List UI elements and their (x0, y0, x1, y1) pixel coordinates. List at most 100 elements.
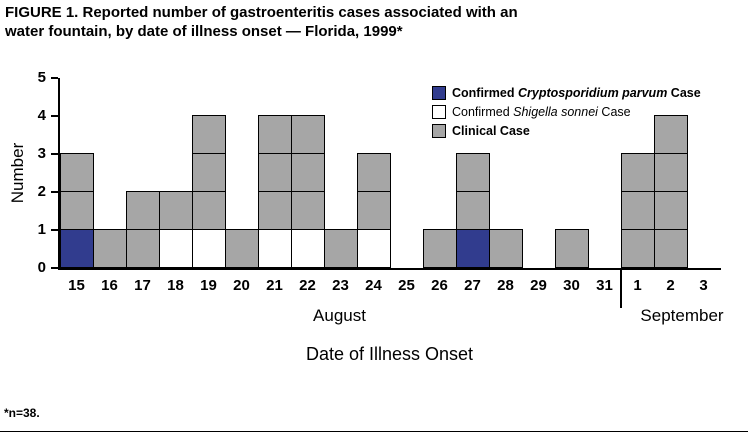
case-square-clinical (423, 229, 457, 268)
x-axis-title: Date of Illness Onset (305, 344, 474, 364)
case-square-clinical (126, 229, 160, 268)
case-square-clinical (60, 153, 94, 192)
case-square-clinical (489, 229, 523, 268)
y-tick-label-5: 5 (37, 69, 46, 86)
y-tick-label-2: 2 (37, 183, 46, 200)
case-square-shigella (159, 229, 193, 268)
case-square-clinical (192, 153, 226, 192)
case-square-shigella (357, 229, 391, 268)
case-square-clinical (456, 153, 490, 192)
bar-column-16 (93, 78, 127, 268)
x-tick-label-16: 16 (101, 277, 118, 294)
case-square-clinical (654, 191, 688, 230)
case-square-clinical (192, 191, 226, 230)
legend-item-0: Confirmed Cryptosporidium parvum Case (432, 83, 701, 102)
case-square-crypto (60, 229, 94, 268)
x-tick-label-26: 26 (431, 277, 448, 294)
x-tick-label-19: 19 (200, 277, 217, 294)
x-tick-label-30: 30 (563, 277, 580, 294)
figure-title-line1: FIGURE 1. Reported number of gastroenter… (5, 4, 518, 21)
y-tick-label-0: 0 (37, 259, 46, 276)
case-square-clinical (654, 153, 688, 192)
case-square-clinical (456, 191, 490, 230)
bar-column-30 (555, 78, 589, 268)
bar-column-1 (621, 78, 655, 268)
y-tick-mark (51, 229, 58, 231)
bar-column-26 (423, 78, 457, 268)
legend-label: Clinical Case (452, 123, 530, 138)
x-tick-label-31: 31 (596, 277, 613, 294)
bar-column-27 (456, 78, 490, 268)
x-tick-label-3: 3 (699, 277, 708, 294)
case-square-clinical (159, 191, 193, 230)
month-label-august: August (313, 306, 366, 325)
case-square-crypto (456, 229, 490, 268)
bar-column-20 (225, 78, 259, 268)
y-tick-mark (51, 191, 58, 193)
y-tick-mark (51, 153, 58, 155)
case-square-clinical (192, 115, 226, 154)
legend-swatch-icon (432, 104, 446, 119)
x-tick-label-15: 15 (68, 277, 85, 294)
case-square-clinical (291, 115, 325, 154)
case-square-clinical (621, 191, 655, 230)
x-tick-label-22: 22 (299, 277, 316, 294)
bar-column-22 (291, 78, 325, 268)
case-square-clinical (621, 153, 655, 192)
bar-column-19 (192, 78, 226, 268)
x-tick-label-20: 20 (233, 277, 250, 294)
bar-column-23 (324, 78, 358, 268)
y-tick-mark (51, 77, 58, 79)
case-square-clinical (258, 191, 292, 230)
y-tick-label-3: 3 (37, 145, 46, 162)
x-tick-label-28: 28 (497, 277, 514, 294)
case-square-clinical (357, 153, 391, 192)
bar-column-29 (522, 78, 556, 268)
case-square-clinical (225, 229, 259, 268)
case-square-clinical (324, 229, 358, 268)
case-square-clinical (291, 191, 325, 230)
case-square-clinical (621, 229, 655, 268)
bar-column-31 (588, 78, 622, 268)
figure-title: FIGURE 1. Reported number of gastroenter… (5, 3, 518, 41)
legend: Confirmed Cryptosporidium parvum Case Con… (432, 83, 701, 140)
x-tick-label-27: 27 (464, 277, 481, 294)
case-square-clinical (60, 191, 94, 230)
bottom-rule (0, 431, 748, 432)
bar-column-17 (126, 78, 160, 268)
bar-column-25 (390, 78, 424, 268)
month-separator-line (620, 268, 622, 308)
case-square-clinical (357, 191, 391, 230)
footnote: *n=38. (4, 406, 40, 420)
case-square-clinical (654, 115, 688, 154)
y-tick-mark (51, 267, 58, 269)
month-label-september: September (640, 306, 724, 325)
case-square-shigella (192, 229, 226, 268)
case-square-clinical (126, 191, 160, 230)
case-square-clinical (258, 115, 292, 154)
case-square-shigella (258, 229, 292, 268)
case-square-clinical (93, 229, 127, 268)
x-tick-label-23: 23 (332, 277, 349, 294)
case-square-clinical (654, 229, 688, 268)
bar-column-3 (687, 78, 721, 268)
legend-swatch-icon (432, 85, 446, 100)
bar-column-21 (258, 78, 292, 268)
y-tick-label-1: 1 (37, 221, 46, 238)
x-tick-label-17: 17 (134, 277, 151, 294)
x-tick-label-2: 2 (666, 277, 675, 294)
bar-column-2 (654, 78, 688, 268)
plot-area: Confirmed Cryptosporidium parvum Case Con… (58, 78, 721, 270)
x-tick-label-21: 21 (266, 277, 283, 294)
x-tick-label-18: 18 (167, 277, 184, 294)
figure-title-line2: water fountain, by date of illness onset… (5, 23, 403, 40)
case-square-shigella (291, 229, 325, 268)
bar-column-24 (357, 78, 391, 268)
y-tick-label-4: 4 (37, 107, 46, 124)
y-tick-mark (51, 115, 58, 117)
bar-column-28 (489, 78, 523, 268)
x-tick-label-1: 1 (633, 277, 642, 294)
case-square-clinical (291, 153, 325, 192)
x-tick-label-29: 29 (530, 277, 547, 294)
